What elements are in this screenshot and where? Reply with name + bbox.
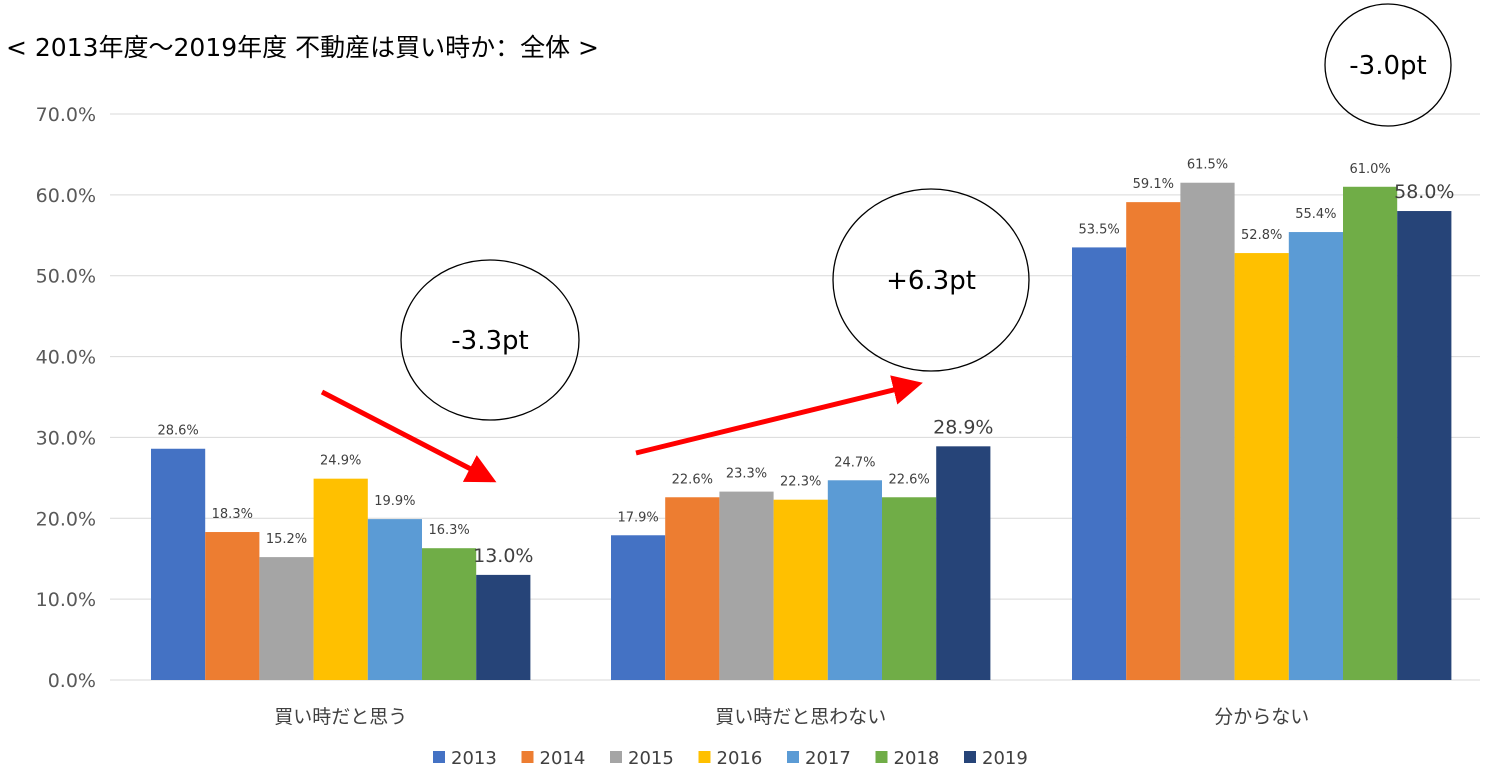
y-tick-label: 0.0% [48, 670, 96, 692]
data-labels: 28.6% 18.3% 15.2% 24.9% 19.9% 16.3% 13.0% 17.9%… [157, 158, 1454, 567]
data-label: 15.2% [266, 532, 307, 547]
data-label: 52.8% [1241, 228, 1282, 243]
bar-2017-0 [367, 519, 422, 680]
data-label: 28.9% [933, 416, 993, 438]
legend-swatch-2018 [875, 751, 888, 763]
data-label: 16.3% [428, 523, 469, 538]
bar-2013-2 [1072, 247, 1127, 680]
category-labels: 買い時だと思う 買い時だと思わない 分からない [274, 706, 1309, 728]
data-label: 24.9% [320, 454, 361, 469]
bars [151, 182, 1452, 681]
data-label: 59.1% [1133, 177, 1174, 192]
legend-label: 2019 [982, 748, 1028, 769]
data-label: 61.5% [1187, 158, 1228, 173]
data-label: 13.0% [473, 545, 533, 567]
y-tick-label: 40.0% [36, 347, 96, 369]
category-label: 買い時だと思う [274, 706, 407, 728]
data-label: 28.6% [157, 424, 198, 439]
y-axis-tick-labels: 0.0% 10.0% 20.0% 30.0% 40.0% 50.0% 60.0% 70.0% [36, 104, 96, 692]
data-label: 22.6% [888, 472, 929, 487]
legend-swatch-2015 [610, 751, 622, 763]
data-label: 18.3% [212, 507, 253, 522]
bar-2014-2 [1126, 202, 1181, 681]
y-tick-label: 30.0% [36, 427, 96, 449]
bar-2017-2 [1288, 232, 1343, 680]
annotation-text: -3.3pt [451, 326, 528, 356]
data-label: 55.4% [1295, 207, 1336, 222]
data-label: 22.3% [780, 475, 821, 490]
annotation-text: +6.3pt [886, 266, 976, 296]
legend-label: 2015 [628, 748, 674, 769]
data-label: 23.3% [726, 467, 767, 482]
bar-2019-2 [1397, 211, 1452, 680]
trend-arrow-down [320, 389, 497, 483]
legend-label: 2016 [717, 748, 763, 769]
bar-2019-0 [476, 574, 531, 680]
data-label: 61.0% [1349, 162, 1390, 177]
data-label: 19.9% [374, 494, 415, 509]
category-label: 買い時だと思わない [715, 706, 886, 728]
y-tick-label: 60.0% [36, 185, 96, 207]
bar-2013-1 [611, 535, 666, 680]
bar-2015-2 [1180, 182, 1235, 680]
data-label: 17.9% [617, 510, 658, 525]
bar-2016-2 [1234, 253, 1289, 680]
data-label: 53.5% [1078, 222, 1119, 237]
legend-swatch-2017 [787, 751, 799, 763]
legend-label: 2014 [540, 748, 586, 769]
bar-2017-1 [827, 480, 882, 680]
bar-2018-1 [882, 497, 937, 680]
bar-2015-1 [719, 491, 774, 680]
y-tick-label: 10.0% [36, 589, 96, 611]
bar-2018-2 [1343, 186, 1398, 680]
bar-2018-0 [422, 548, 477, 680]
legend-swatch-2013 [433, 751, 445, 763]
annotation-text: -3.0pt [1349, 51, 1426, 81]
data-label: 22.6% [672, 472, 713, 487]
category-label: 分からない [1214, 706, 1309, 728]
annotations: -3.3pt +6.3pt -3.0pt [320, 3, 1452, 483]
trend-arrow-up [635, 375, 923, 456]
annotation-circle [1324, 3, 1452, 127]
legend: 2013 2014 2015 2016 2017 2018 2019 [433, 748, 1028, 769]
y-tick-label: 20.0% [36, 508, 96, 530]
legend-label: 2013 [451, 748, 497, 769]
legend-label: 2018 [894, 748, 940, 769]
data-label: 58.0% [1394, 181, 1454, 203]
legend-swatch-2014 [521, 751, 534, 763]
legend-swatch-2016 [698, 751, 711, 763]
bar-2013-0 [151, 448, 206, 680]
bar-2015-0 [259, 557, 314, 680]
legend-label: 2017 [805, 748, 851, 769]
bar-2016-0 [313, 478, 368, 680]
annotation-circle [832, 188, 1030, 372]
legend-swatch-2019 [964, 751, 976, 763]
y-tick-label: 70.0% [36, 104, 96, 126]
bar-2016-1 [773, 499, 828, 680]
bar-2019-1 [936, 446, 991, 680]
data-label: 24.7% [834, 455, 875, 470]
chart-title: < 2013年度～2019年度 不動産は買い時か：全体 > [6, 33, 599, 62]
bar-2014-1 [665, 497, 720, 680]
y-tick-label: 50.0% [36, 266, 96, 288]
bar-2014-0 [205, 532, 260, 680]
annotation-circle [400, 259, 580, 421]
